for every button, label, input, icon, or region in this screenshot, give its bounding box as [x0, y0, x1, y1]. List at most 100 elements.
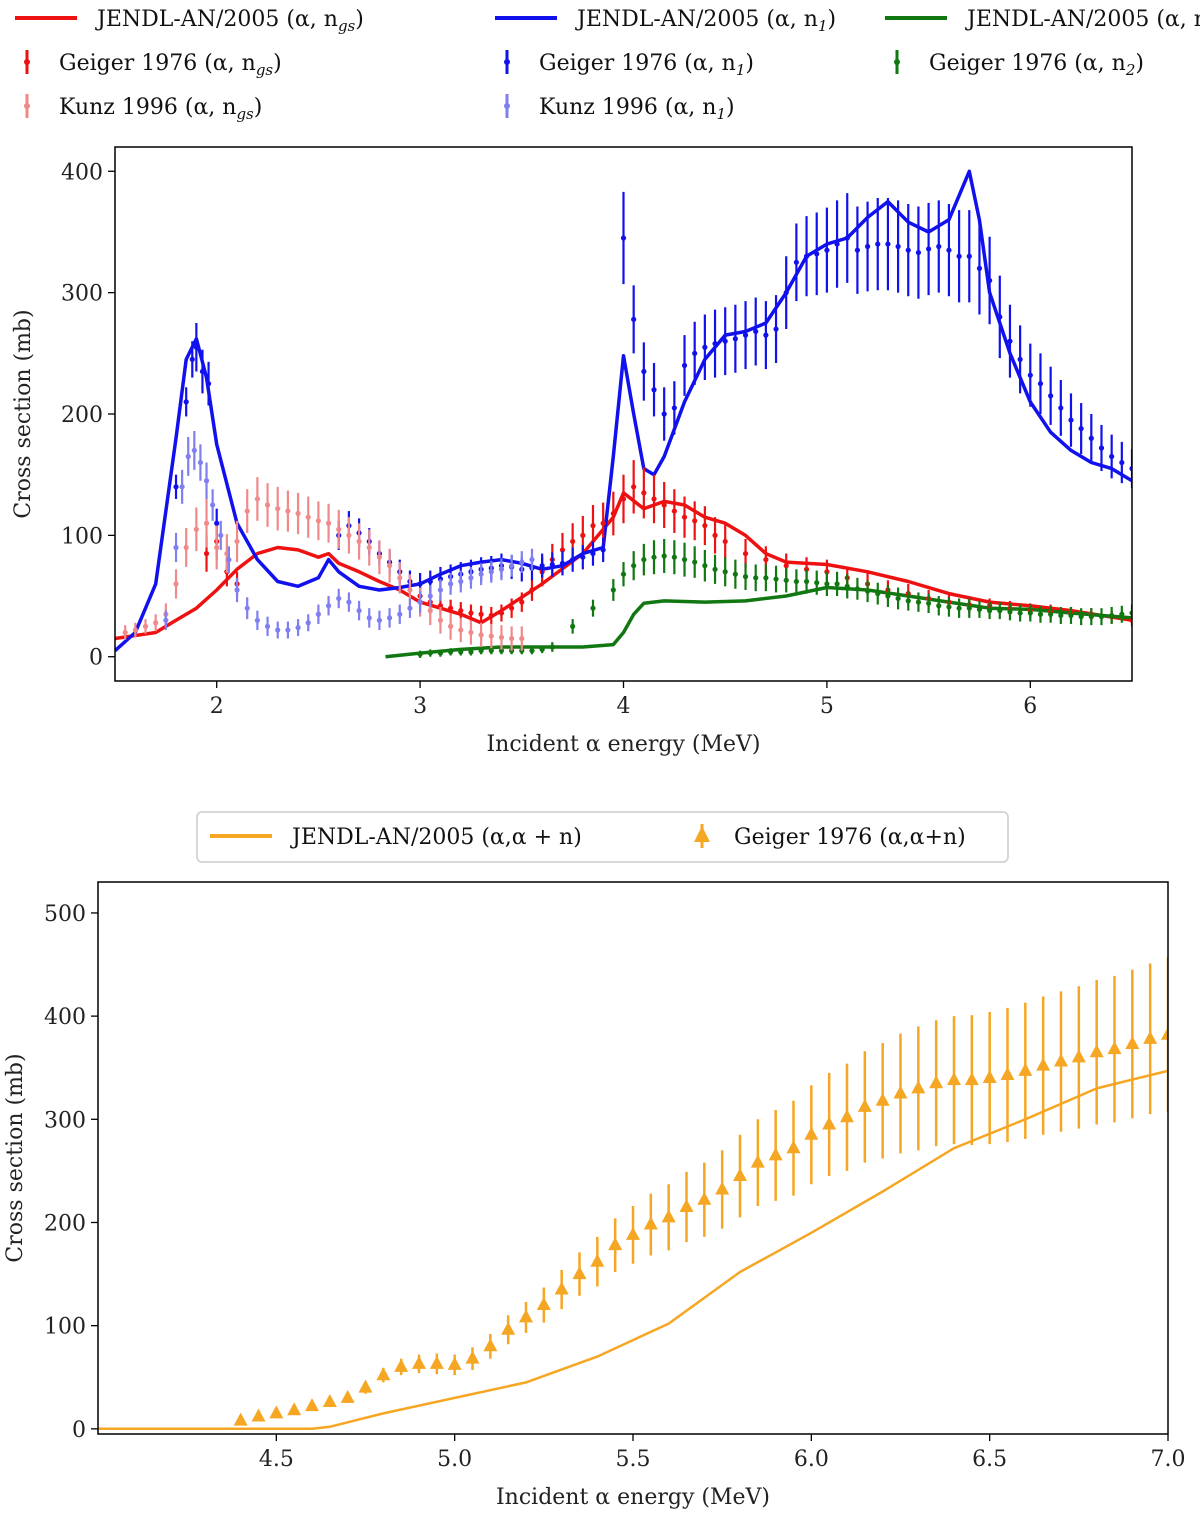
- chart-1-series-5-point: [427, 650, 433, 656]
- chart-1-y-tick-label: 300: [61, 282, 103, 307]
- chart-1-series-4-point: [946, 247, 952, 253]
- chart-1-series-3-point: [509, 605, 515, 611]
- chart-1-series-6-point: [386, 563, 393, 569]
- chart-1-y-tick-label: 0: [89, 646, 103, 671]
- chart-2-series-1-point: [519, 1309, 533, 1323]
- legend-1-2-label: JENDL-AN/2005 (α, n2): [965, 7, 1200, 35]
- chart-1-series-4-point: [763, 332, 769, 338]
- legend-1-3-label: Geiger 1976 (α, ngs): [59, 51, 282, 79]
- chart-1-series-5-point: [1119, 611, 1125, 617]
- chart-1-series-5-point: [1017, 610, 1023, 616]
- chart-1-series-5-point: [590, 605, 596, 611]
- chart-2-series-1-point: [1071, 1049, 1086, 1063]
- chart-1-series-4-point: [702, 344, 708, 350]
- chart-1-x-axis-label: Incident α energy (MeV): [486, 732, 760, 757]
- chart-1-series-6-point: [325, 520, 332, 526]
- chart-1-series-7-point: [468, 575, 474, 581]
- chart-1-series-4-point: [885, 241, 891, 247]
- chart-1-series-5-point: [864, 588, 871, 594]
- chart-2-series-1-point: [340, 1389, 355, 1403]
- chart-1-series-4-point: [590, 550, 596, 557]
- chart-2-series-1-point: [501, 1321, 516, 1335]
- chart-2-legend: JENDL-AN/2005 (α,α + n) Geiger 1976 (α,α+…: [196, 811, 1009, 863]
- chart-2-series-1-point: [358, 1379, 373, 1393]
- chart-1-series-5-point: [498, 648, 505, 654]
- chart-1-series-5-point: [641, 557, 647, 563]
- chart-1-series-5-point: [458, 649, 464, 655]
- chart-1-series-6-point: [305, 514, 311, 520]
- legend-1-6-label: Kunz 1996 (α, ngs): [59, 95, 262, 123]
- legend-1-3-marker-swatch: [24, 59, 30, 65]
- chart-1-series-6-point: [214, 544, 220, 551]
- chart-2-series-1-point: [804, 1126, 819, 1140]
- chart-1-series-4-point: [905, 247, 911, 253]
- chart-1-series-5-point: [1068, 612, 1074, 619]
- legend-1-4-label: Geiger 1976 (α, n1): [539, 51, 754, 79]
- chart-2-series-1-point: [376, 1367, 391, 1381]
- chart-1-series-6-point: [437, 617, 444, 623]
- chart-1-series-7-point: [407, 605, 413, 611]
- chart-1-series-3-point: [742, 550, 749, 557]
- chart-1-series-5-point: [549, 644, 555, 650]
- chart-2-legend-box: [196, 811, 1009, 863]
- chart-1-series-6-point: [153, 620, 159, 626]
- chart-1-plot-area: [115, 169, 1132, 659]
- chart-2-series-1-point: [929, 1075, 944, 1089]
- chart-2-y-tick-label: 200: [44, 1211, 86, 1236]
- chart-2-series-1-point: [1036, 1057, 1051, 1071]
- chart-1-series-7-point: [356, 608, 362, 614]
- chart-1-series-4-point: [1088, 435, 1094, 441]
- chart-1-legend: JENDL-AN/2005 (α, ngs) Geiger 1976 (α, ng…: [15, 7, 1200, 123]
- chart-2-series-1-point: [483, 1338, 498, 1352]
- chart-2-series-1-point: [1000, 1066, 1015, 1080]
- chart-1-series-6-point: [295, 510, 301, 517]
- chart-2-series-1-point: [964, 1072, 979, 1086]
- chart-1-series-5-point: [1109, 612, 1115, 619]
- chart-1-series-4-point: [580, 554, 586, 560]
- chart-1-series-6-point: [498, 634, 505, 640]
- chart-1-series-4-point: [620, 235, 627, 241]
- chart-1-series-5-point: [732, 571, 738, 577]
- chart-2-x-tick-label: 7.0: [1151, 1447, 1186, 1472]
- chart-1-series-5-point: [620, 571, 627, 577]
- chart-1-series-6-point: [336, 526, 342, 532]
- legend-2-0-label: JENDL-AN/2005 (α,α + n): [290, 825, 582, 850]
- chart-2-series-1-point: [697, 1191, 712, 1205]
- chart-1-series-5-point: [854, 586, 861, 592]
- chart-1-series-3-point: [763, 557, 769, 563]
- chart-1-series-6-point: [142, 623, 149, 629]
- chart-2-series-1-point: [1018, 1062, 1033, 1076]
- chart-1-series-7-point: [458, 578, 464, 585]
- chart-2-series-1-point: [733, 1168, 747, 1182]
- chart-1-series-5-point: [783, 577, 789, 583]
- chart-2-series-1-point: [287, 1402, 302, 1416]
- chart-1-series-5-point: [773, 576, 779, 582]
- chart-1-series-7-point: [448, 581, 454, 587]
- chart-1-series-3-point: [458, 608, 464, 614]
- chart-1-series-6-point: [376, 554, 383, 560]
- chart-1-series-4-point: [997, 314, 1003, 320]
- chart-1-series-7-point: [244, 605, 250, 611]
- chart-1-series-7-point: [254, 617, 260, 623]
- chart-1-series-4-point: [651, 387, 657, 393]
- chart-2-series-1-point: [822, 1116, 837, 1130]
- chart-1-series-5-point: [834, 581, 840, 587]
- chart-2-series-1-point: [1089, 1044, 1104, 1058]
- chart-1-series-4-point: [956, 253, 962, 259]
- chart-1-series-3-point: [559, 547, 566, 553]
- chart-1-series-5-point: [905, 598, 911, 604]
- chart-2-series-1-point: [447, 1356, 462, 1370]
- chart-1-series-5-point: [417, 651, 423, 657]
- chart-2-series-1-point: [572, 1266, 587, 1280]
- chart-1-series-4-point: [549, 561, 555, 568]
- chart-1-series-6-point: [315, 518, 321, 524]
- chart-1-series-3-point: [722, 538, 728, 545]
- chart-1-series-7-point: [427, 593, 433, 599]
- chart-1-series-4-point: [1007, 338, 1013, 344]
- chart-2-x-axis-label: Incident α energy (MeV): [496, 1485, 770, 1510]
- chart-1-series-7-point: [185, 453, 191, 460]
- chart-1-series-5-point: [570, 623, 576, 629]
- chart-1-series-5-point: [681, 557, 688, 563]
- chart-1-series-4-point: [926, 246, 932, 252]
